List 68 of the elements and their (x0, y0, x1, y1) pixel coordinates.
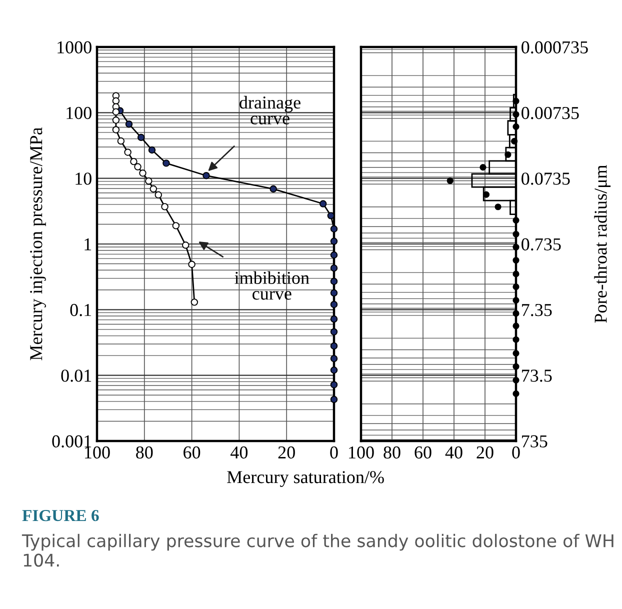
y-tick-label: 0.001 (52, 435, 92, 448)
x-tick-label: 80 (384, 446, 400, 459)
y-tick-label: 0.01 (61, 370, 92, 382)
point (172, 222, 180, 230)
point (330, 289, 338, 297)
point (330, 251, 338, 259)
y-tick-label: 0.735 (522, 238, 561, 251)
point (330, 238, 338, 245)
y-tick-label: 1000 (58, 41, 92, 54)
point (190, 298, 198, 306)
point (134, 163, 142, 170)
x-tick-label: 40 (230, 446, 248, 459)
point (330, 342, 338, 350)
x-tick-label: 100 (85, 446, 110, 459)
y-tick-label: 0.00735 (522, 106, 579, 120)
y-tick-label: 100 (66, 106, 92, 120)
y-tick-label: 0.000735 (522, 41, 588, 54)
point (130, 158, 138, 166)
point (330, 396, 338, 404)
point (112, 116, 120, 124)
caption: FIGURE 6 (22, 510, 99, 522)
x-tick-label: 20 (476, 446, 494, 459)
point (154, 191, 162, 198)
point (330, 381, 338, 388)
point (270, 185, 277, 193)
point (161, 203, 168, 210)
x-tick-label: 40 (445, 446, 462, 459)
y-tick-label: 735 (522, 435, 548, 448)
x-tick-label: 80 (136, 446, 153, 459)
point (139, 170, 146, 177)
point (182, 242, 190, 249)
y-axis-title: Pore-throat radius/μm (594, 164, 611, 323)
point (124, 148, 132, 156)
point (330, 315, 338, 323)
x-tick-label: 100 (349, 446, 374, 459)
point (148, 146, 156, 154)
y-tick-label: 0.0735 (522, 172, 570, 185)
x-tick-label: 60 (184, 446, 200, 459)
point (137, 134, 145, 142)
point (145, 177, 152, 185)
point (188, 260, 196, 268)
y-tick-label: 73.5 (522, 370, 552, 382)
text: Typical capillary pressure curve of the sandy oolitic dolostone of WH 104. (22, 534, 614, 567)
point (150, 185, 158, 193)
point (330, 264, 338, 272)
x-tick-label: 20 (278, 446, 295, 459)
point (330, 366, 338, 374)
x-tick-label: 0 (512, 446, 520, 459)
point (330, 328, 338, 336)
point (330, 225, 338, 232)
x-axis-title: Mercury saturation/% (227, 471, 384, 487)
y-axis-title: Mercury injection pressure/MPa (30, 127, 46, 360)
point (319, 200, 327, 208)
point (330, 278, 338, 285)
point (112, 108, 120, 116)
point (162, 160, 170, 167)
point (202, 172, 210, 180)
y-tick-label: 7.35 (522, 304, 552, 316)
point (117, 137, 125, 145)
x-tick-label: 60 (414, 446, 432, 459)
y-tick-label: 1 (84, 238, 92, 250)
point (330, 300, 338, 308)
point (330, 354, 338, 362)
point (112, 126, 120, 134)
x-tick-label: 0 (330, 446, 338, 459)
point (125, 120, 133, 128)
y-tick-label: 10 (76, 172, 92, 185)
y-tick-label: 0.1 (70, 304, 92, 316)
